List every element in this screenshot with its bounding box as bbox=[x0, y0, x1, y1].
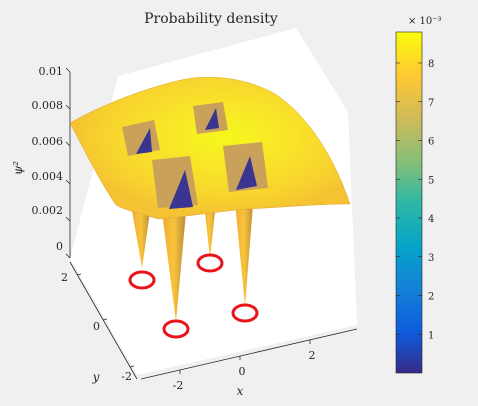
node-marker bbox=[128, 270, 156, 290]
well-floor bbox=[169, 170, 193, 209]
z-tick bbox=[65, 104, 71, 110]
colorbar-exponent: × 10⁻³ bbox=[408, 16, 442, 27]
colorbar-tick-label: 5 bbox=[428, 175, 434, 186]
z-tick-label: 0.004 bbox=[32, 170, 64, 183]
surface-plateau bbox=[69, 76, 351, 220]
z-tick-label: 0.008 bbox=[32, 99, 64, 112]
z-tick bbox=[65, 253, 71, 259]
x-axis-label: x bbox=[237, 384, 244, 398]
spike bbox=[162, 212, 186, 322]
z-tick bbox=[65, 141, 71, 147]
node-marker bbox=[231, 303, 259, 323]
colorbar bbox=[395, 31, 423, 374]
y-tick-label: -2 bbox=[121, 370, 132, 383]
colorbar-tick-label: 2 bbox=[428, 292, 434, 303]
node-marker bbox=[196, 253, 224, 273]
y-tick-label: 2 bbox=[61, 271, 68, 284]
x-tick-label: 0 bbox=[239, 365, 246, 378]
y-tick-label: 0 bbox=[93, 320, 100, 333]
y-tick bbox=[129, 365, 135, 368]
y-tick bbox=[76, 273, 82, 276]
z-tick-label: 0.002 bbox=[32, 204, 64, 217]
z-tick-label: 0 bbox=[56, 240, 63, 253]
spike bbox=[131, 205, 151, 268]
y-axis-line bbox=[69, 261, 138, 380]
colorbar-tick-label: 4 bbox=[428, 214, 434, 225]
z-axis bbox=[65, 67, 71, 259]
colorbar-tick-label: 8 bbox=[428, 59, 434, 70]
colorbar-ticks: 1 2 3 4 5 6 7 8 bbox=[396, 59, 434, 341]
spike bbox=[234, 192, 254, 306]
x-axis-line bbox=[140, 328, 358, 380]
z-tick-label: 0.006 bbox=[32, 135, 64, 148]
node-markers bbox=[128, 253, 259, 339]
y-tick bbox=[102, 318, 108, 321]
z-axis-label: ψ² bbox=[11, 161, 25, 175]
surface-wells bbox=[122, 102, 268, 209]
z-tick bbox=[65, 179, 71, 185]
x-tick-label: -2 bbox=[173, 379, 184, 392]
well-floor bbox=[205, 108, 219, 130]
chart-title: Probability density bbox=[144, 11, 278, 27]
y-axis-label: y bbox=[92, 370, 100, 384]
z-tick-label: 0.01 bbox=[39, 65, 64, 78]
well-floor bbox=[136, 128, 152, 154]
colorbar-tick-label: 1 bbox=[428, 330, 434, 341]
node-marker bbox=[162, 319, 190, 339]
x-axis bbox=[140, 328, 358, 380]
colorbar-tick-label: 7 bbox=[428, 98, 434, 109]
z-tick bbox=[65, 67, 71, 73]
colorbar-gradient bbox=[395, 31, 423, 374]
well-floor bbox=[236, 156, 257, 190]
well-wall bbox=[193, 102, 228, 134]
y-axis bbox=[69, 261, 138, 380]
x-tick-label: 2 bbox=[309, 349, 316, 362]
colorbar-tick-label: 3 bbox=[428, 253, 434, 264]
z-tick bbox=[65, 216, 71, 222]
colorbar-tick-label: 6 bbox=[428, 137, 434, 148]
